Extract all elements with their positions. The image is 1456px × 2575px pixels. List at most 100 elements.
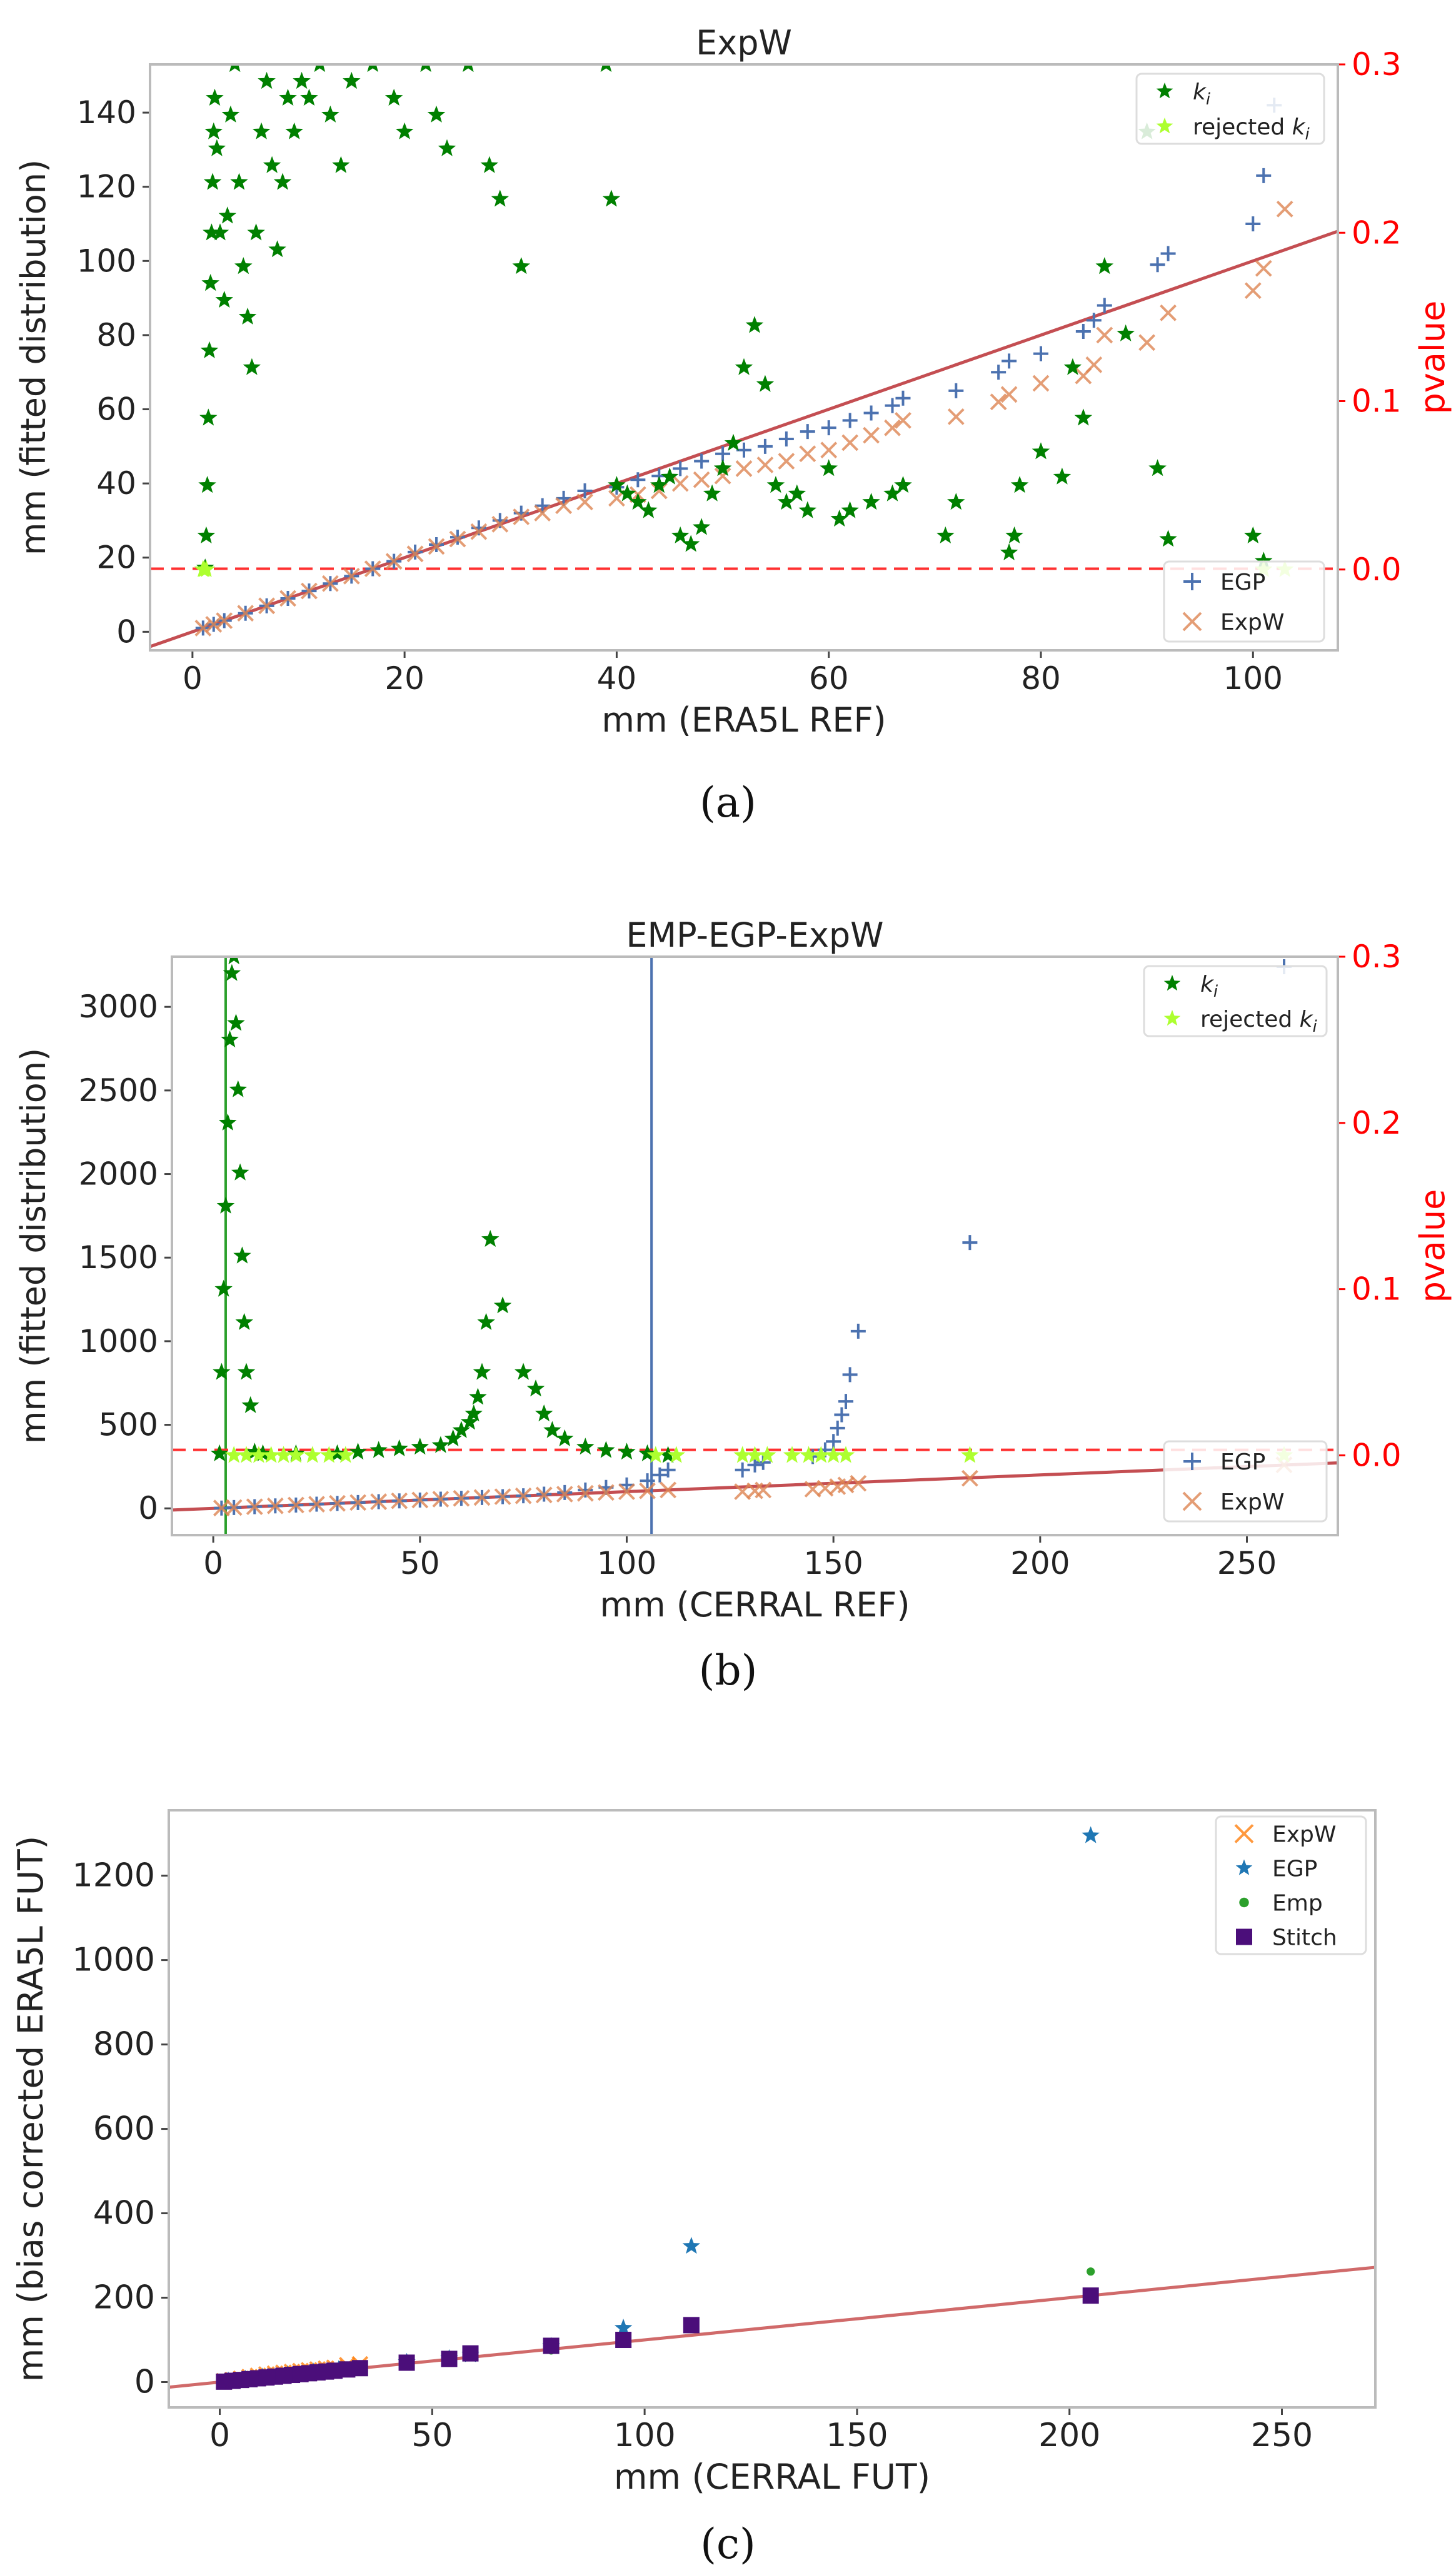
legend-label-emp: Emp [1272, 1891, 1323, 1917]
point-expw [799, 445, 816, 463]
point-k-i [464, 1404, 483, 1422]
point-egp [778, 431, 794, 446]
point-rejected-k-i [262, 1446, 280, 1463]
y-tick-label: 1000 [73, 1942, 155, 1979]
point-k-i [1010, 476, 1029, 493]
y2-tick-label: 0.2 [1352, 1105, 1402, 1141]
point-stitch [398, 2354, 415, 2371]
point-k-i [477, 1313, 495, 1330]
point-expw [391, 1492, 408, 1509]
point-rejected-k-i [224, 1446, 243, 1463]
point-k-i [1117, 324, 1135, 341]
point-k-i [1244, 526, 1262, 543]
series-k-i [196, 64, 1273, 576]
point-k-i [238, 307, 257, 325]
y2-tick-label: 0.3 [1352, 46, 1402, 83]
legend-marker-k-i [1163, 975, 1181, 991]
point-k-i [211, 223, 229, 241]
point-k-i [229, 64, 241, 73]
legend-pvalue: ki rejected ki [1135, 73, 1325, 145]
point-expw [820, 441, 838, 459]
point-expw [515, 1487, 532, 1504]
legend-marker-rejected-k-i [1163, 1010, 1181, 1026]
y2-tick-label: 0.0 [1352, 552, 1402, 588]
point-egp [682, 2237, 701, 2254]
point-k-i [431, 1436, 450, 1453]
point-expw [660, 1481, 677, 1499]
point-expw [473, 1489, 491, 1506]
point-k-i [473, 1363, 491, 1380]
point-egp [673, 461, 688, 476]
y-tick-label: 200 [93, 2279, 155, 2317]
x-tick-label: 200 [1010, 1545, 1070, 1581]
point-k-i [279, 88, 297, 106]
point-expw [321, 575, 339, 592]
point-k-i [883, 484, 901, 501]
point-expw [1138, 334, 1156, 351]
legend-marker-emp [1239, 1897, 1249, 1908]
point-k-i [390, 1439, 408, 1456]
y-tick-label: 500 [99, 1407, 158, 1443]
point-expw [213, 1499, 230, 1517]
point-expw [432, 1491, 449, 1508]
point-egp [747, 1457, 763, 1473]
point-k-i [216, 1196, 235, 1214]
point-k-i [659, 1446, 677, 1463]
legend-label-egp: EGP [1220, 570, 1265, 595]
point-egp [640, 1473, 655, 1489]
point-expw [671, 475, 689, 492]
point-k-i [268, 240, 286, 258]
point-egp [408, 544, 423, 560]
point-k-i [629, 493, 647, 510]
point-k-i [798, 501, 817, 518]
y-tick-label: 2500 [79, 1072, 158, 1109]
point-k-i [1000, 543, 1018, 560]
legend-frame [1135, 73, 1325, 145]
x-axis-label: mm (CERRAL REF) [600, 1585, 910, 1625]
point-k-i [384, 88, 403, 106]
point-k-i [597, 1441, 615, 1458]
point-egp [1256, 168, 1272, 183]
point-k-i [215, 291, 233, 308]
point-k-i [1005, 526, 1023, 543]
point-k-i [713, 459, 732, 476]
point-k-i [481, 1229, 500, 1247]
point-egp [800, 424, 815, 440]
point-egp [735, 1462, 750, 1478]
point-expw [778, 453, 795, 470]
x-tick-label: 200 [1038, 2417, 1100, 2454]
point-k-i [602, 189, 621, 207]
point-k-i [349, 1443, 367, 1460]
point-expw [1085, 356, 1103, 373]
point-k-i [314, 64, 326, 73]
point-expw [1160, 304, 1177, 321]
point-k-i [233, 1246, 251, 1264]
x-tick-label: 250 [1251, 2417, 1313, 2454]
point-expw [513, 508, 530, 525]
point-expw [556, 1486, 573, 1503]
point-expw [364, 560, 381, 577]
point-k-i [228, 957, 239, 965]
y-tick-label: 60 [96, 391, 136, 428]
point-expw [216, 612, 233, 629]
point-expw [618, 1483, 635, 1500]
y2-axis-label: pvalue [1413, 1189, 1452, 1303]
point-egp [962, 1235, 978, 1251]
point-k-i [576, 1438, 595, 1455]
point-rejected-k-i [667, 1446, 686, 1463]
x-tick-label: 80 [1021, 660, 1061, 697]
point-k-i [1063, 358, 1082, 375]
point-egp [821, 420, 836, 436]
point-expw [266, 1497, 284, 1514]
point-egp [1160, 246, 1176, 261]
y2-tick-label: 0.2 [1352, 214, 1402, 251]
point-expw [308, 1496, 325, 1513]
point-k-i [512, 257, 530, 275]
legend-label-expw: ExpW [1220, 1489, 1285, 1515]
point-expw [194, 620, 212, 637]
series-k-i [210, 957, 677, 1463]
legend-marker-k-i [1156, 83, 1173, 99]
y-tick-label: 3000 [79, 989, 158, 1025]
legend-label-stitch: Stitch [1272, 1925, 1337, 1951]
caption-a: (a) [700, 779, 756, 827]
